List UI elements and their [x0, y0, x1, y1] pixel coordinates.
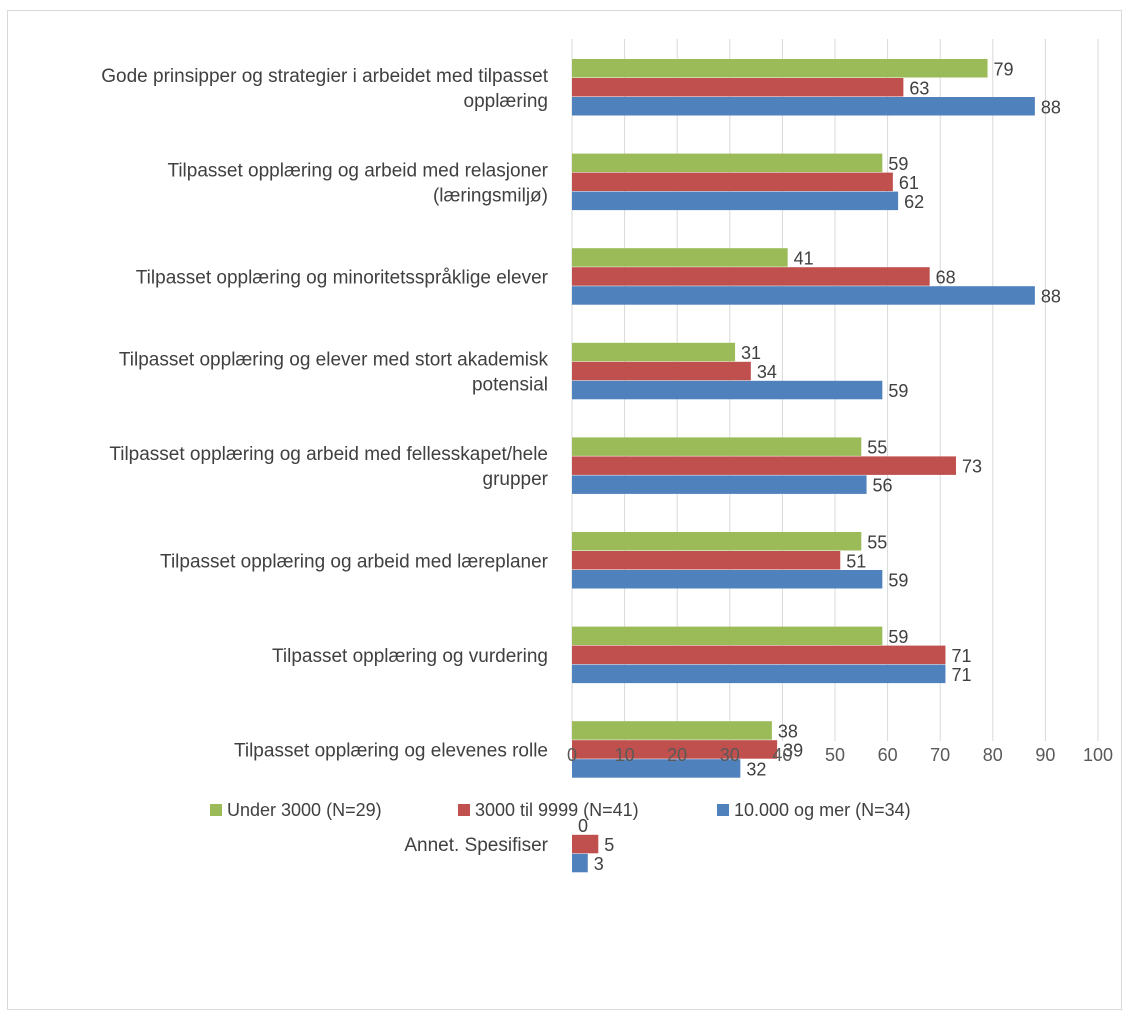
data-label: 5 [604, 835, 614, 855]
chart-frame: 79 63 88 59 61 62 41 68 88 31 34 59 55 73 56 55 51 59 59 71… [7, 10, 1122, 1010]
bar [572, 342, 736, 362]
data-label: 71 [951, 646, 971, 666]
legend-swatch [717, 804, 729, 816]
legend: Under 3000 (N=29) 3000 til 9999 (N=41) 10.… [210, 800, 911, 820]
bar [572, 551, 841, 570]
bar [572, 380, 883, 400]
category-label: grupper [483, 469, 549, 490]
category-label: opplæring [464, 91, 549, 112]
data-label: 62 [904, 192, 924, 212]
category-label: Tilpasset opplæring og elevenes rolle [234, 740, 548, 761]
data-label: 59 [888, 154, 908, 174]
bar [572, 456, 956, 475]
x-tick-label: 100 [1083, 745, 1113, 765]
data-label: 51 [846, 551, 866, 571]
legend-label: 3000 til 9999 (N=41) [475, 800, 639, 820]
x-tick-label: 70 [930, 745, 950, 765]
bar [572, 475, 867, 494]
bars [572, 59, 1035, 873]
x-tick-label: 10 [615, 745, 635, 765]
data-label: 61 [899, 173, 919, 193]
data-label: 59 [888, 627, 908, 647]
bar [572, 248, 788, 267]
data-label: 34 [757, 362, 777, 382]
category-labels: Gode prinsipper og strategier i arbeidet… [101, 66, 548, 856]
data-label: 63 [909, 78, 929, 98]
legend-label: 10.000 og mer (N=34) [734, 800, 911, 820]
x-tick-label: 60 [878, 745, 898, 765]
category-label: Tilpasset opplæring og vurdering [272, 646, 548, 667]
bar [572, 664, 946, 684]
bar [572, 645, 946, 665]
bar [572, 721, 772, 740]
x-tick-label: 20 [667, 745, 687, 765]
data-label: 38 [778, 721, 798, 741]
bar [572, 267, 930, 286]
data-label: 68 [936, 267, 956, 287]
data-label: 55 [867, 532, 887, 552]
data-label: 39 [783, 740, 803, 760]
legend-label: Under 3000 (N=29) [227, 800, 382, 820]
bar [572, 172, 893, 192]
category-label: Annet. Spesifiser [404, 835, 548, 856]
data-label: 59 [888, 381, 908, 401]
bar [572, 191, 899, 211]
data-label: 88 [1041, 97, 1061, 117]
bar [572, 834, 599, 854]
bar [572, 759, 741, 778]
data-label: 88 [1041, 286, 1061, 306]
bar [572, 97, 1035, 116]
data-label: 73 [962, 457, 982, 477]
bar [572, 361, 751, 381]
category-label: Tilpasset opplæring og elever med stort … [119, 350, 549, 371]
data-label: 31 [741, 343, 761, 363]
category-label: Tilpasset opplæring og arbeid med felles… [109, 444, 548, 465]
bar-chart: 7963885961624168883134595573565551595971… [101, 39, 1113, 874]
x-tick-label: 90 [1035, 745, 1055, 765]
bar [572, 532, 862, 551]
bar [572, 59, 988, 78]
category-label: Gode prinsipper og strategier i arbeidet… [101, 66, 548, 87]
data-label: 55 [867, 438, 887, 458]
bar [572, 78, 904, 97]
bar [572, 437, 862, 456]
category-label: potensial [472, 375, 548, 396]
category-label: Tilpasset opplæring og arbeid med relasj… [167, 160, 548, 181]
category-label: Tilpasset opplæring og arbeid med lærepl… [160, 551, 549, 572]
data-label: 56 [873, 476, 893, 496]
bar [572, 740, 778, 759]
bar [572, 626, 883, 646]
data-label: 0 [578, 816, 588, 836]
x-tick-label: 80 [983, 745, 1003, 765]
data-label: 79 [994, 59, 1014, 79]
x-axis-ticks: 0 10 20 30 40 50 60 70 80 90 100 [567, 745, 1113, 765]
x-tick-label: 0 [567, 745, 577, 765]
data-label: 3 [594, 854, 604, 874]
bar [572, 286, 1035, 305]
data-labels: 7963885961624168883134595573565551595971… [578, 59, 1061, 874]
data-label: 71 [951, 665, 971, 685]
x-tick-label: 30 [720, 745, 740, 765]
bar [572, 570, 883, 589]
data-label: 32 [746, 759, 766, 779]
bar [572, 153, 883, 173]
category-label: (læringsmiljø) [433, 185, 548, 206]
x-tick-label: 40 [772, 745, 792, 765]
legend-swatch [458, 804, 470, 816]
data-label: 41 [794, 248, 814, 268]
legend-swatch [210, 804, 222, 816]
category-label: Tilpasset opplæring og minoritetsspråkli… [136, 267, 549, 288]
data-label: 59 [888, 570, 908, 590]
x-tick-label: 50 [825, 745, 845, 765]
bar [572, 853, 588, 873]
